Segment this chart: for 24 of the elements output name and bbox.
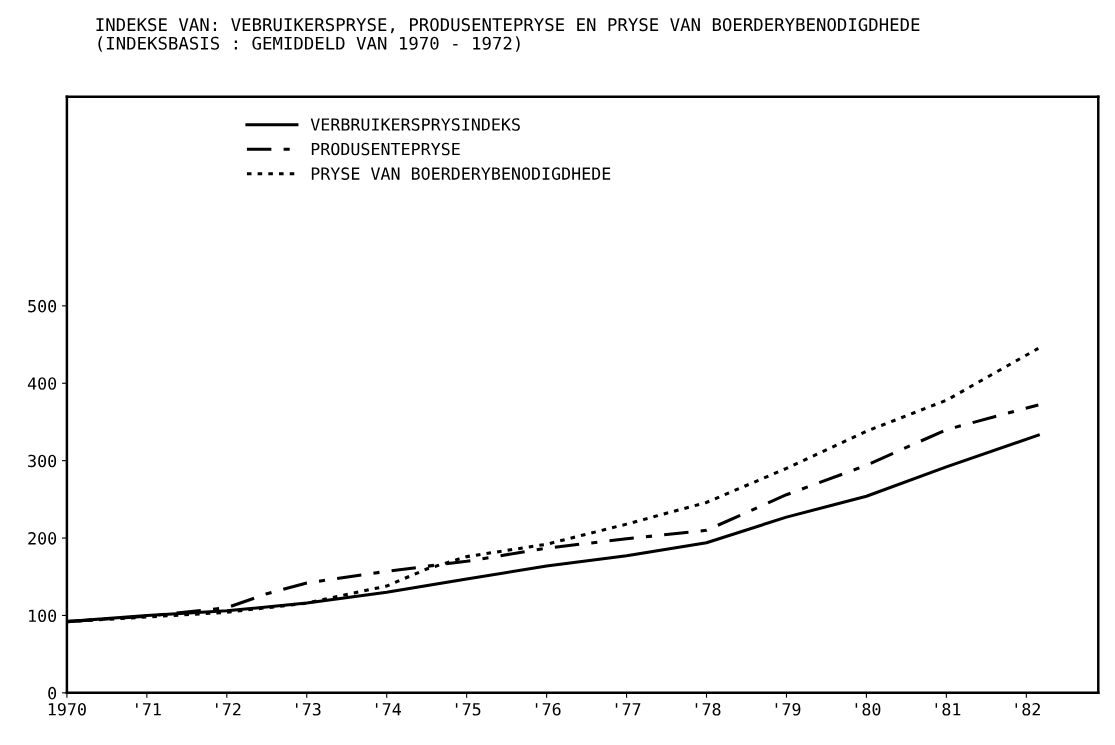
legend-label: VERBRUIKERSPRYSINDEKS (310, 118, 520, 131)
chart-title: INDEKSE VAN: VEBRUIKERSPRYSE, PRODUSENTEPRYSE EN PRYSE VAN BOERDERYBENODIGDHEDE (96, 18, 920, 34)
y-tick-label: 500 (28, 299, 57, 313)
y-tick-label: 100 (29, 609, 57, 623)
legend-label: PRODUSENTEPRYSE (311, 142, 460, 156)
y-tick-label: 0 (48, 686, 57, 700)
x-tick-label: '75 (455, 703, 481, 716)
x-tick-label: '81 (935, 702, 961, 716)
x-tick-label: '80 (855, 702, 881, 716)
x-tick-label: '72 (216, 702, 241, 716)
x-tick-label: '77 (615, 703, 641, 716)
chart-subtitle: (INDEKSBASIS : GEMIDDELD VAN 1970 - 1972) (98, 36, 520, 52)
x-tick-label: '79 (775, 702, 801, 716)
x-tick-label: '73 (296, 702, 321, 716)
x-tick-label: '71 (136, 703, 161, 716)
y-tick-label: 400 (27, 377, 57, 390)
x-tick-label: '74 (375, 703, 401, 716)
y-tick-label: 300 (28, 454, 57, 468)
y-tick-label: 200 (28, 532, 57, 545)
legend-label: PRYSE VAN BOERDERYBENODIGDHEDE (311, 167, 611, 180)
x-tick-label: '82 (1015, 702, 1040, 716)
x-tick-label: '78 (695, 702, 721, 716)
x-tick-label: '76 (535, 702, 561, 716)
x-tick-label: 1970 (48, 702, 86, 716)
